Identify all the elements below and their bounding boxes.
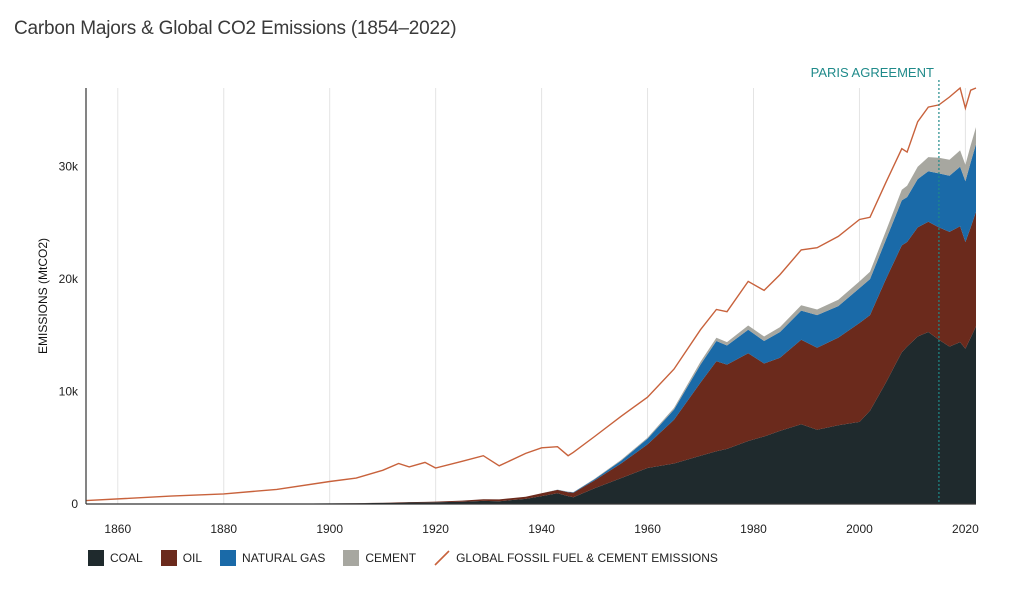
legend-label: CEMENT (365, 551, 417, 565)
legend-item: NATURAL GAS (220, 550, 325, 566)
x-tick-label: 1980 (740, 522, 767, 536)
legend-label: NATURAL GAS (242, 551, 326, 565)
y-tick-label: 10k (59, 385, 79, 399)
global-emissions-series (85, 86, 977, 502)
y-axis-label: EMISSIONS (MtCO2) (36, 238, 50, 354)
legend-line-icon (434, 550, 450, 566)
legend-item: COAL (88, 550, 143, 566)
x-tick-label: 1880 (210, 522, 237, 536)
legend-label: GLOBAL FOSSIL FUEL & CEMENT EMISSIONS (456, 551, 718, 565)
paris-agreement-annotation: PARIS AGREEMENT (811, 65, 940, 504)
legend-label: OIL (182, 551, 203, 565)
area-natural-gas (86, 144, 976, 504)
legend-swatch (220, 550, 237, 566)
area-coal (86, 326, 976, 504)
area-oil (86, 211, 976, 504)
x-tick-label: 2000 (846, 522, 873, 536)
global-emissions-line (85, 86, 977, 502)
chart-title: Carbon Majors & Global CO2 Emissions (18… (14, 18, 457, 39)
axes (85, 88, 976, 505)
legend-swatch (160, 550, 177, 566)
y-tick-label: 0 (71, 497, 78, 511)
y-tick-label: 30k (59, 160, 79, 174)
y-axis-ticks: 0 10k 20k 30k (59, 160, 79, 511)
x-tick-label: 1960 (634, 522, 661, 536)
x-tick-label: 1920 (422, 522, 449, 536)
x-tick-label: 1900 (316, 522, 343, 536)
legend: COAL OIL NATURAL GAS CEMENT GLOBAL FOSSIL FU… (88, 550, 736, 566)
legend-swatch (343, 550, 360, 566)
legend-item: CEMENT (343, 550, 416, 566)
paris-agreement-label: PARIS AGREEMENT (811, 65, 934, 80)
stacked-areas (86, 127, 976, 504)
x-tick-label: 1940 (528, 522, 555, 536)
y-tick-label: 20k (59, 272, 79, 286)
legend-label: COAL (110, 551, 143, 565)
legend-swatch (88, 550, 104, 566)
legend-item: GLOBAL FOSSIL FUEL & CEMENT EMISSIONS (434, 550, 718, 566)
legend-item: OIL (160, 550, 203, 566)
x-axis-ticks: 1860 1880 1900 1920 1940 1960 1980 2000 2020 (104, 522, 979, 536)
x-tick-label: 1860 (104, 522, 131, 536)
x-tick-label: 2020 (952, 522, 979, 536)
